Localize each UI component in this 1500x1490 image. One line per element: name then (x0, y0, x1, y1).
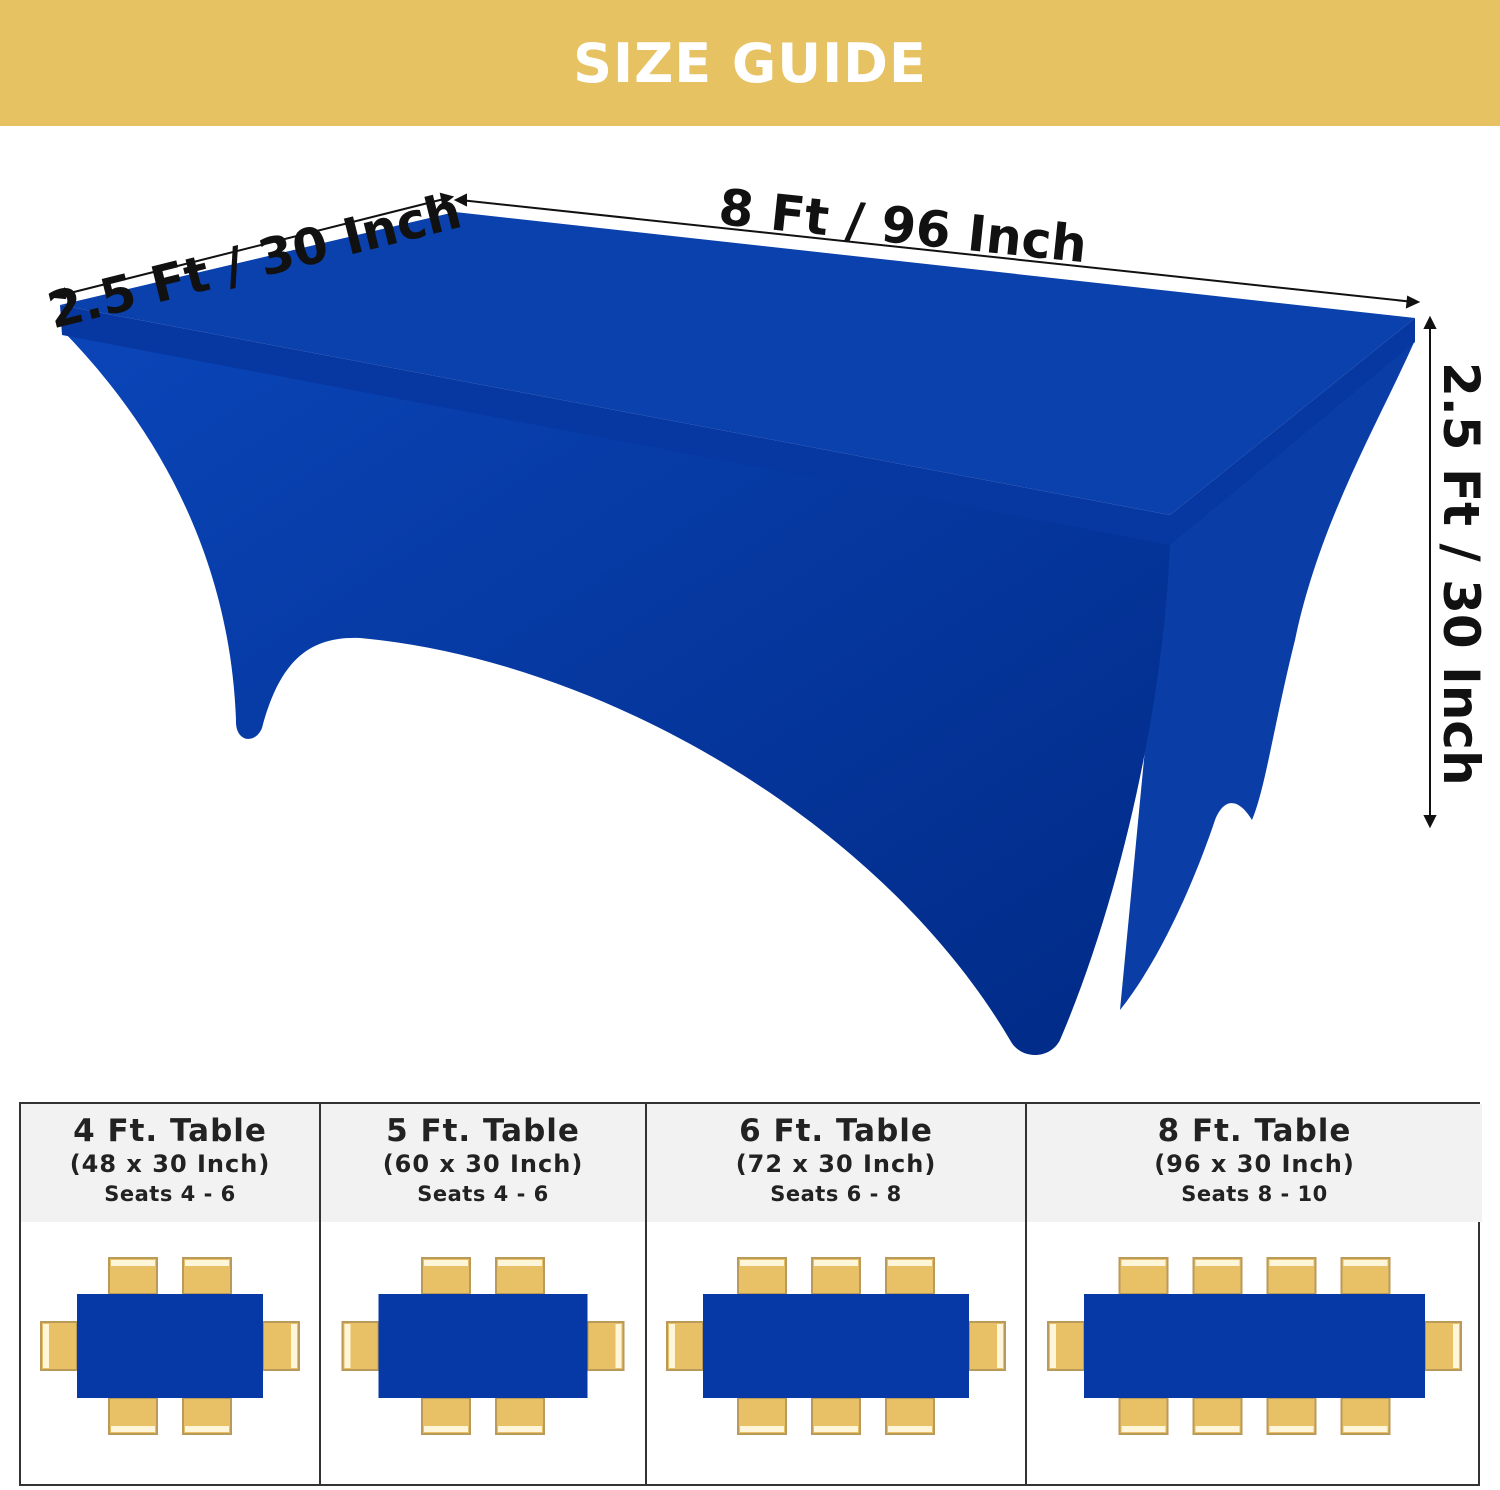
table-option-8ft: 8 Ft. Table (96 x 30 Inch) Seats 8 - 10 (1027, 1104, 1482, 1484)
chair-icon (885, 1397, 935, 1435)
chair-icon (1340, 1397, 1391, 1435)
chair-icon (421, 1257, 471, 1295)
chair-back (1121, 1426, 1166, 1432)
table-name: 6 Ft. Table (739, 1113, 933, 1149)
chair-back (888, 1426, 932, 1432)
chair-back (111, 1260, 155, 1266)
chair-back (1269, 1260, 1314, 1266)
chair-icon (737, 1397, 787, 1435)
height-dimension-label: 2.5 Ft / 30 Inch (1432, 362, 1490, 786)
title: SIZE GUIDE (573, 31, 927, 95)
chair-back (498, 1426, 542, 1432)
chair-back (43, 1324, 49, 1368)
chair-icon (1047, 1321, 1085, 1371)
chair-icon (1192, 1397, 1243, 1435)
table-name: 4 Ft. Table (73, 1113, 267, 1149)
chair-back (1121, 1260, 1166, 1266)
title-banner: SIZE GUIDE (0, 0, 1500, 126)
chair-icon (421, 1397, 471, 1435)
cover-front-skirt (62, 330, 1170, 1055)
seating-plan (666, 1257, 1006, 1435)
cover-top (60, 212, 1415, 515)
table-seats: Seats 8 - 10 (1181, 1182, 1328, 1206)
chair-icon (495, 1257, 545, 1295)
dimension-arrows (51, 192, 1437, 829)
chair-back (291, 1324, 297, 1368)
chair-icon (885, 1257, 935, 1295)
table-option-5ft: 5 Ft. Table (60 x 30 Inch) Seats 4 - 6 (321, 1104, 647, 1484)
chair-back (1269, 1426, 1314, 1432)
table-cover-image (51, 192, 1437, 1055)
chair-icon (1340, 1257, 1391, 1295)
chair-back (888, 1260, 932, 1266)
chair-back (814, 1426, 858, 1432)
chair-back (669, 1324, 675, 1368)
chair-back (1343, 1426, 1388, 1432)
table-top (703, 1294, 969, 1398)
chair-icon (341, 1321, 380, 1371)
table-top (77, 1294, 263, 1398)
chair-back (185, 1260, 229, 1266)
seating-plan (341, 1257, 625, 1435)
size-comparison-grid: 4 Ft. Table (48 x 30 Inch) Seats 4 - 6 5 F… (19, 1102, 1482, 1486)
chair-icon (108, 1397, 158, 1435)
chair-icon (1192, 1257, 1243, 1295)
chair-icon (968, 1321, 1006, 1371)
table-option-4ft: 4 Ft. Table (48 x 30 Inch) Seats 4 - 6 (21, 1104, 321, 1484)
chair-back (424, 1260, 468, 1266)
table-top (1084, 1294, 1425, 1398)
chair-icon (1266, 1397, 1317, 1435)
chair-back (814, 1260, 858, 1266)
chair-icon (811, 1397, 861, 1435)
chair-icon (40, 1321, 78, 1371)
seating-plan (40, 1257, 300, 1435)
table-name: 5 Ft. Table (386, 1113, 580, 1149)
chair-back (1195, 1426, 1240, 1432)
chair-icon (1118, 1257, 1169, 1295)
chair-icon (586, 1321, 625, 1371)
chair-back (997, 1324, 1003, 1368)
chair-icon (737, 1257, 787, 1295)
table-size: (96 x 30 Inch) (1154, 1150, 1355, 1178)
seating-plan (1047, 1257, 1462, 1435)
table-size: (60 x 30 Inch) (382, 1150, 584, 1178)
chair-icon (666, 1321, 704, 1371)
table-seats: Seats 4 - 6 (104, 1182, 236, 1206)
chair-icon (1266, 1257, 1317, 1295)
chair-icon (1424, 1321, 1462, 1371)
chair-icon (108, 1257, 158, 1295)
chair-back (615, 1324, 622, 1368)
table-cover-illustration: 2.5 Ft / 30 Inch 8 Ft / 96 Inch 2.5 Ft /… (0, 126, 1500, 1086)
chair-back (344, 1324, 351, 1368)
chair-icon (1118, 1397, 1169, 1435)
table-seats: Seats 4 - 6 (417, 1182, 549, 1206)
cover-right-side (1120, 340, 1415, 1010)
table-seats: Seats 6 - 8 (770, 1182, 902, 1206)
chair-back (185, 1426, 229, 1432)
chair-back (498, 1260, 542, 1266)
chair-icon (811, 1257, 861, 1295)
table-size: (48 x 30 Inch) (69, 1150, 271, 1178)
table-option-6ft: 6 Ft. Table (72 x 30 Inch) Seats 6 - 8 (647, 1104, 1027, 1484)
chair-back (740, 1426, 784, 1432)
chair-back (1195, 1260, 1240, 1266)
chair-back (1343, 1260, 1388, 1266)
chair-back (1050, 1324, 1056, 1368)
chair-icon (262, 1321, 300, 1371)
chair-back (424, 1426, 468, 1432)
chair-back (1453, 1324, 1459, 1368)
chair-back (111, 1426, 155, 1432)
table-size: (72 x 30 Inch) (735, 1150, 937, 1178)
chair-icon (182, 1257, 232, 1295)
chair-icon (182, 1397, 232, 1435)
table-top (378, 1294, 588, 1398)
chair-back (740, 1260, 784, 1266)
table-name: 8 Ft. Table (1157, 1113, 1352, 1149)
chair-icon (495, 1397, 545, 1435)
